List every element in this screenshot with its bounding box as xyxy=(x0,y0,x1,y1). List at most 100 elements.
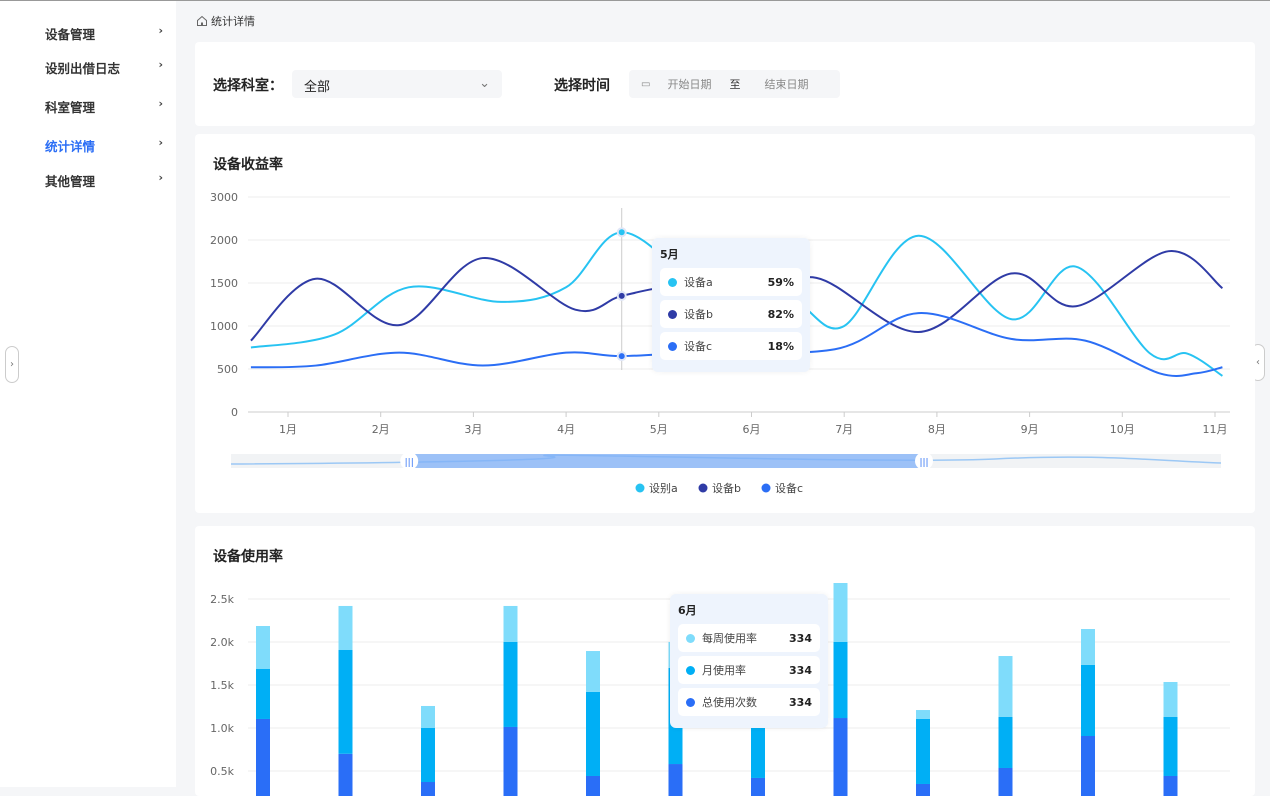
legend-dot xyxy=(761,483,771,493)
bar-segment-月使用率 xyxy=(256,669,270,719)
bar-segment-月使用率 xyxy=(1081,664,1095,736)
zoom-handle[interactable] xyxy=(400,452,419,470)
bar-segment-每周使用率 xyxy=(916,710,930,719)
bar-segment-每周使用率 xyxy=(833,583,848,642)
department-value: 全部 xyxy=(304,80,331,95)
chevron-right-icon: › xyxy=(158,171,163,184)
time-label: 选择时间 xyxy=(554,78,610,94)
tooltip-series-name: 总使用次数 xyxy=(702,696,757,709)
x-tick-label: 5月 xyxy=(650,423,668,436)
tooltip-title: 6月 xyxy=(678,604,697,617)
x-tick-label: 4月 xyxy=(557,423,575,436)
y-tick-label: 2.0k xyxy=(210,636,234,649)
sidebar: 设备管理 › 设别出借日志 › 科室管理 › 统计详情 › 其他管理 › xyxy=(0,1,176,787)
tooltip-series-name: 设备b xyxy=(684,308,713,321)
y-tick-label: 2000 xyxy=(210,234,238,247)
series-dot xyxy=(686,633,695,643)
bar-segment-每周使用率 xyxy=(421,705,435,728)
tooltip-value: 59% xyxy=(767,275,794,289)
tooltip-row: 设备a 59% xyxy=(660,268,802,296)
legend-item[interactable]: 设备b xyxy=(712,481,741,495)
tooltip-value: 18% xyxy=(767,339,794,353)
sidebar-item-department[interactable]: 科室管理 › xyxy=(45,97,163,116)
calendar-icon: ▭ xyxy=(641,78,651,90)
date-range-picker[interactable]: ▭ 开始日期 至 结束日期 xyxy=(629,70,840,98)
tooltip-row: 设备c 18% xyxy=(660,332,802,360)
revenue-chart-card: 设备收益率 0 500 1000 1500 2000 3000 1月 2月 3月 4月 5月 6月 7月… xyxy=(195,134,1255,513)
bar-segment-月使用率 xyxy=(338,649,353,754)
tooltip-value: 334 xyxy=(789,663,812,677)
bar-segment-总使用次数 xyxy=(751,777,765,796)
x-tick-label: 7月 xyxy=(835,423,853,436)
highlight-point xyxy=(618,229,625,236)
y-tick-label: 0 xyxy=(231,406,238,419)
x-tick-label: 9月 xyxy=(1021,423,1039,436)
department-label: 选择科室： xyxy=(213,78,283,94)
bar-segment-每周使用率 xyxy=(338,605,353,650)
bar-segment-总使用次数 xyxy=(503,726,518,796)
bar-segment-每周使用率 xyxy=(1081,629,1095,665)
legend-dot xyxy=(635,483,645,493)
bar-segment-月使用率 xyxy=(586,691,600,776)
tooltip-row: 月使用率 334 xyxy=(678,656,820,684)
bar-segment-每周使用率 xyxy=(1163,681,1178,717)
home-icon[interactable] xyxy=(196,15,208,27)
bar-segment-总使用次数 xyxy=(1081,735,1095,796)
bar-segment-每周使用率 xyxy=(256,626,270,670)
filter-card: 选择科室： 全部 ⌄ 选择时间 ▭ 开始日期 至 结束日期 xyxy=(195,42,1255,126)
x-tick-label: 1月 xyxy=(279,423,297,436)
department-select[interactable]: 全部 ⌄ xyxy=(292,70,502,98)
x-tick-label: 2月 xyxy=(372,423,390,436)
series-dot xyxy=(668,309,677,319)
y-tick-label: 2.5k xyxy=(210,593,234,606)
grip-icon: ||| xyxy=(405,458,414,468)
bar-segment-月使用率 xyxy=(503,642,518,727)
bar-segment-月使用率 xyxy=(998,716,1013,768)
bar-segment-每周使用率 xyxy=(503,605,518,642)
legend-dot xyxy=(698,483,708,493)
zoom-selection xyxy=(409,454,924,468)
sidebar-item-other[interactable]: 其他管理 › xyxy=(45,171,163,190)
tooltip-series-name: 每周使用率 xyxy=(702,632,757,645)
zoom-handle[interactable] xyxy=(915,452,933,470)
expand-sidebar-button[interactable]: › xyxy=(5,346,19,383)
sidebar-item-statistics[interactable]: 统计详情 › xyxy=(45,136,163,155)
legend-item[interactable]: 设备c xyxy=(775,481,803,495)
y-tick-label: 1000 xyxy=(210,320,238,333)
end-date-input[interactable]: 结束日期 xyxy=(764,78,809,91)
start-date-input[interactable]: 开始日期 xyxy=(667,78,712,91)
tooltip-value: 82% xyxy=(767,307,794,321)
tooltip-row: 设备b 82% xyxy=(660,300,802,328)
series-dot xyxy=(668,277,677,287)
label: 科室管理 xyxy=(45,100,96,115)
bar-segment-月使用率 xyxy=(421,728,435,783)
tooltip-series-name: 设备a xyxy=(684,276,713,289)
y-tick-label: 0.5k xyxy=(210,765,234,778)
breadcrumb-current: 统计详情 xyxy=(211,15,255,28)
sidebar-item-device-management[interactable]: 设备管理 › xyxy=(45,24,163,43)
bar-segment-总使用次数 xyxy=(998,767,1013,796)
series-dot xyxy=(668,341,677,351)
bar-segment-总使用次数 xyxy=(421,782,435,796)
label: 设备管理 xyxy=(45,27,96,42)
label: 其他管理 xyxy=(45,174,96,189)
chevron-right-icon: › xyxy=(158,136,163,149)
series-dot xyxy=(686,665,695,675)
tooltip-row: 总使用次数 334 xyxy=(678,688,820,716)
tooltip-title: 5月 xyxy=(660,248,679,261)
date-separator: 至 xyxy=(729,78,741,91)
bar-segment-月使用率 xyxy=(833,642,848,719)
sidebar-item-loan-log[interactable]: 设别出借日志 › xyxy=(45,58,163,77)
legend-item[interactable]: 设别a xyxy=(649,482,678,495)
bar-segment-总使用次数 xyxy=(338,753,353,796)
revenue-chart-title: 设备收益率 xyxy=(213,157,283,173)
highlight-point xyxy=(618,292,625,299)
bar-segment-每周使用率 xyxy=(998,656,1013,717)
tooltip-value: 334 xyxy=(789,631,812,645)
y-tick-label: 1500 xyxy=(210,277,238,290)
chevron-down-icon: ⌄ xyxy=(479,76,490,91)
tooltip-series-name: 设备c xyxy=(684,340,713,353)
label: 统计详情 xyxy=(45,139,96,154)
y-tick-label: 500 xyxy=(217,363,238,376)
y-tick-label: 1.0k xyxy=(210,722,234,735)
